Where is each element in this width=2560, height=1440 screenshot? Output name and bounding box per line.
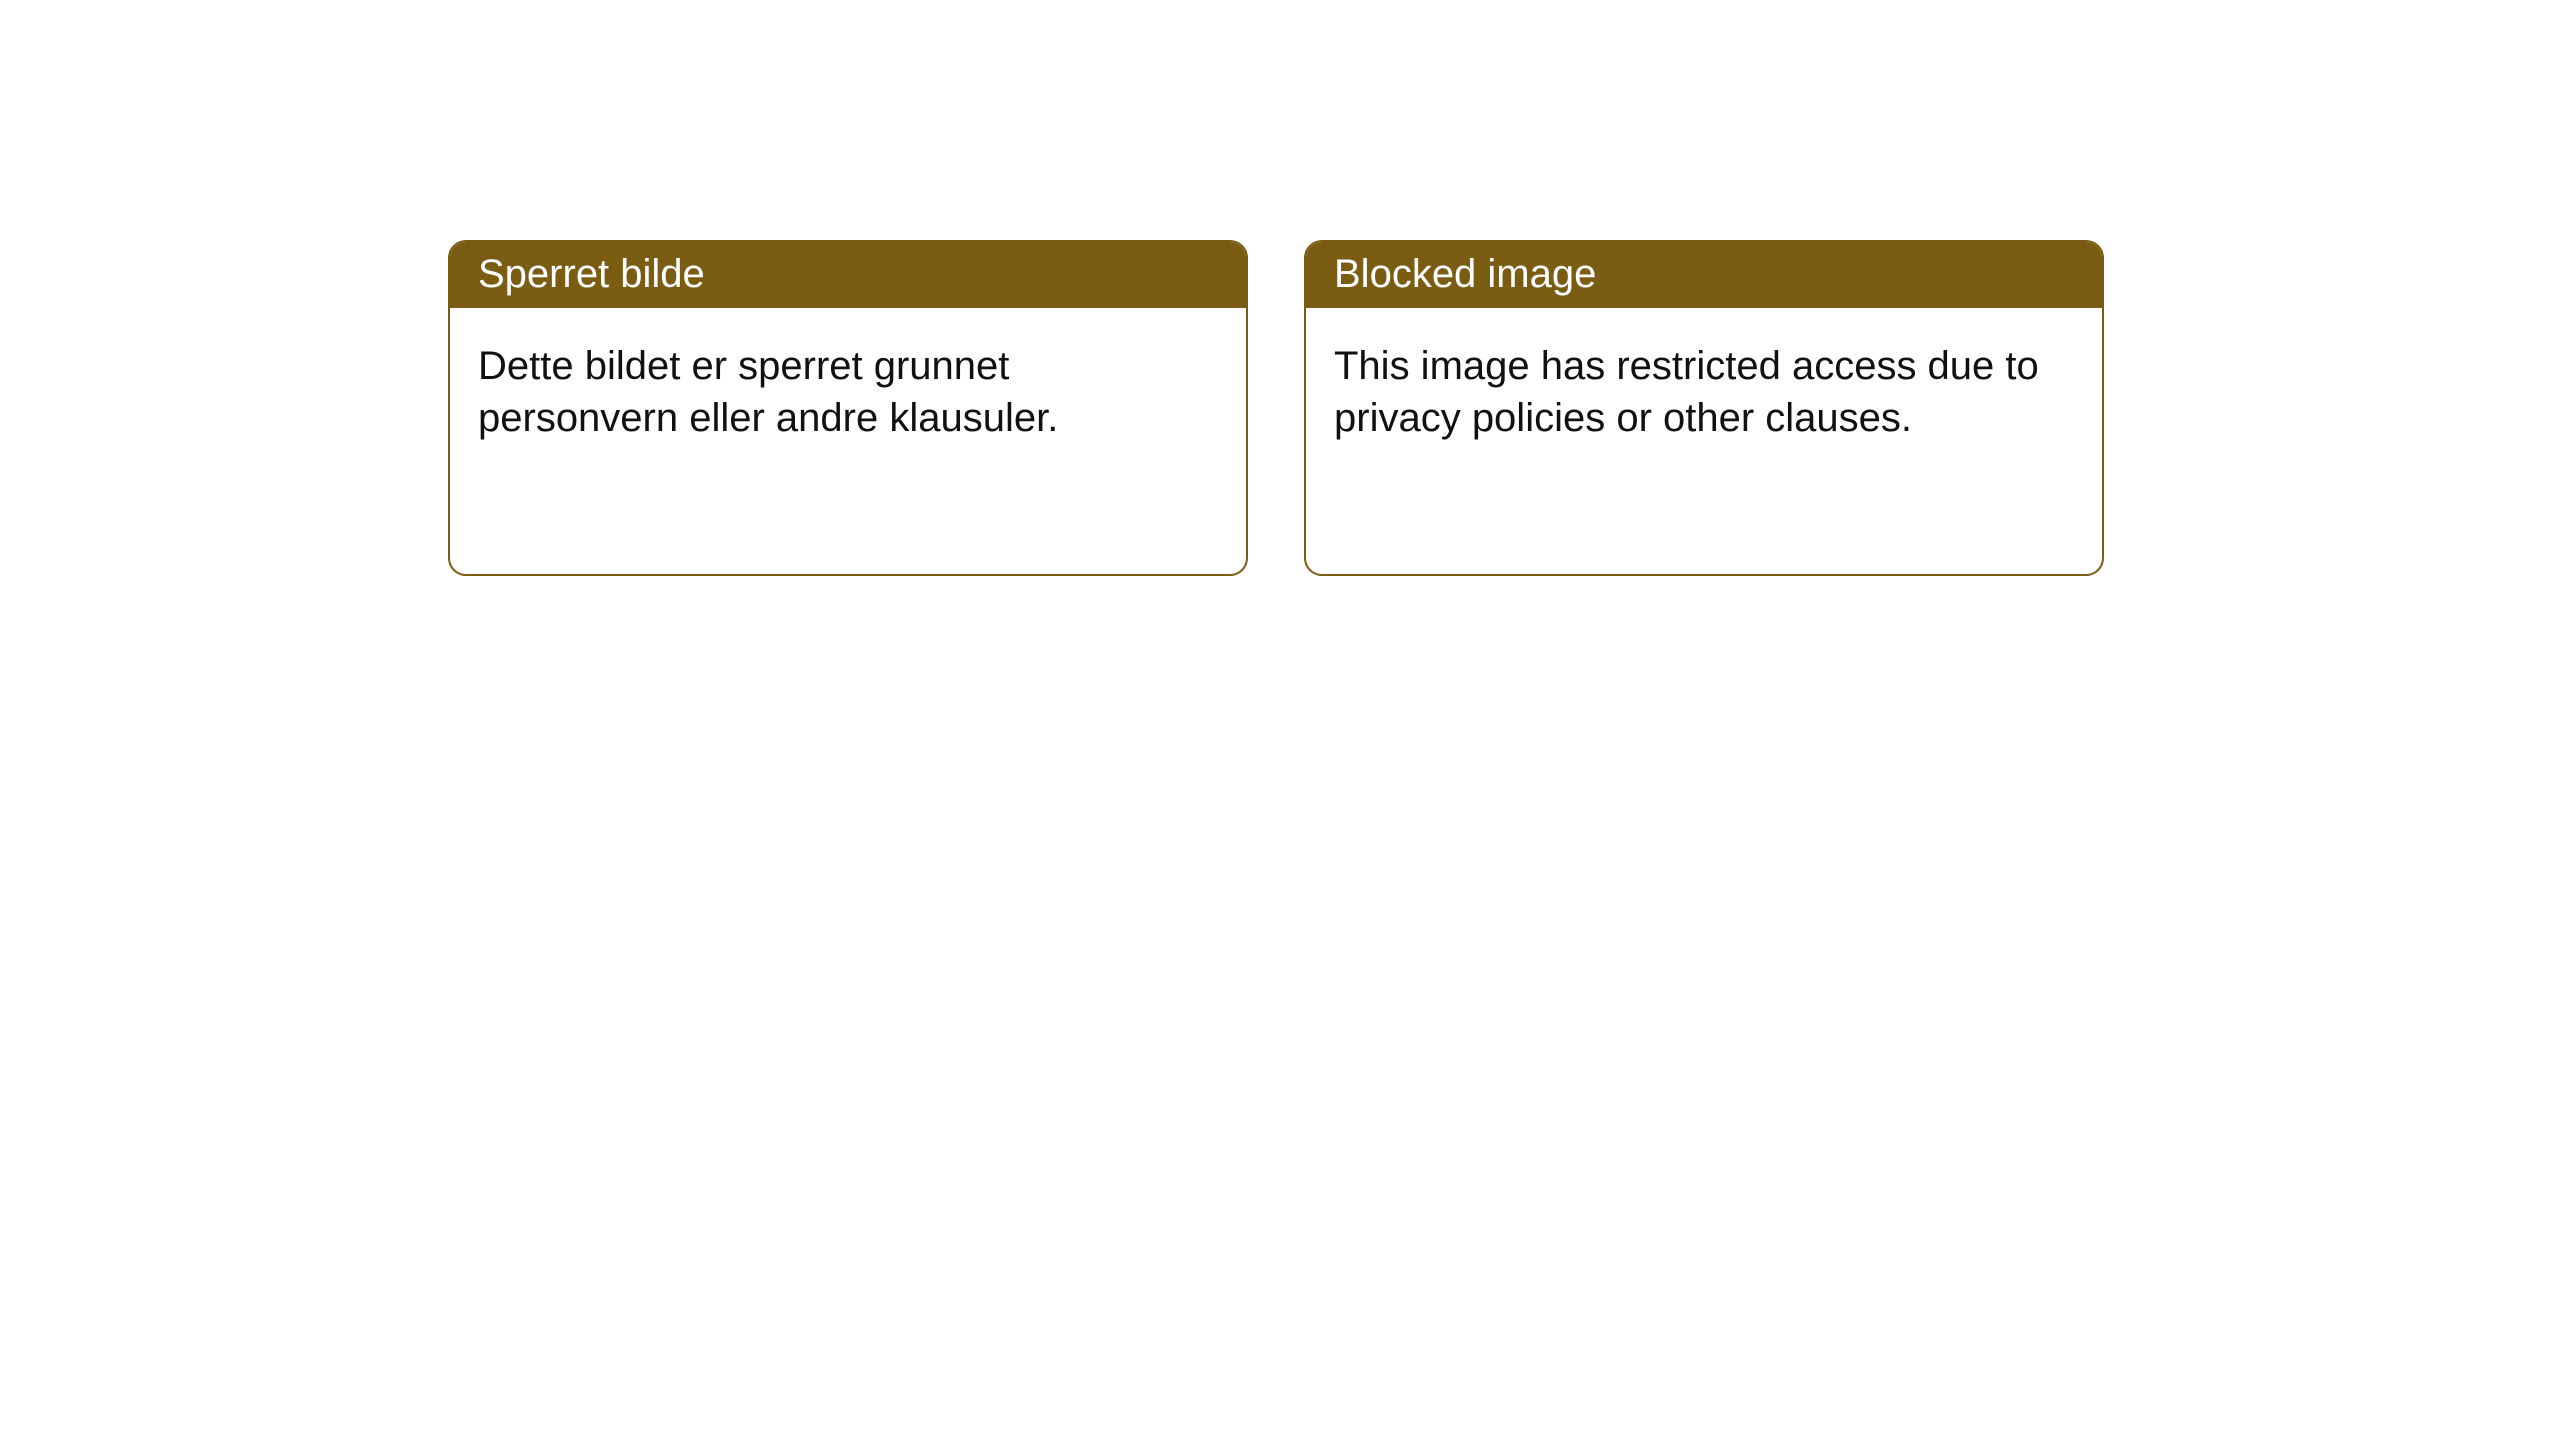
card-title-english: Blocked image — [1306, 242, 2102, 308]
notice-cards-container: Sperret bilde Dette bildet er sperret gr… — [0, 0, 2560, 576]
card-body-norwegian: Dette bildet er sperret grunnet personve… — [450, 308, 1246, 476]
card-body-english: This image has restricted access due to … — [1306, 308, 2102, 476]
card-title-norwegian: Sperret bilde — [450, 242, 1246, 308]
blocked-image-card-english: Blocked image This image has restricted … — [1304, 240, 2104, 576]
blocked-image-card-norwegian: Sperret bilde Dette bildet er sperret gr… — [448, 240, 1248, 576]
